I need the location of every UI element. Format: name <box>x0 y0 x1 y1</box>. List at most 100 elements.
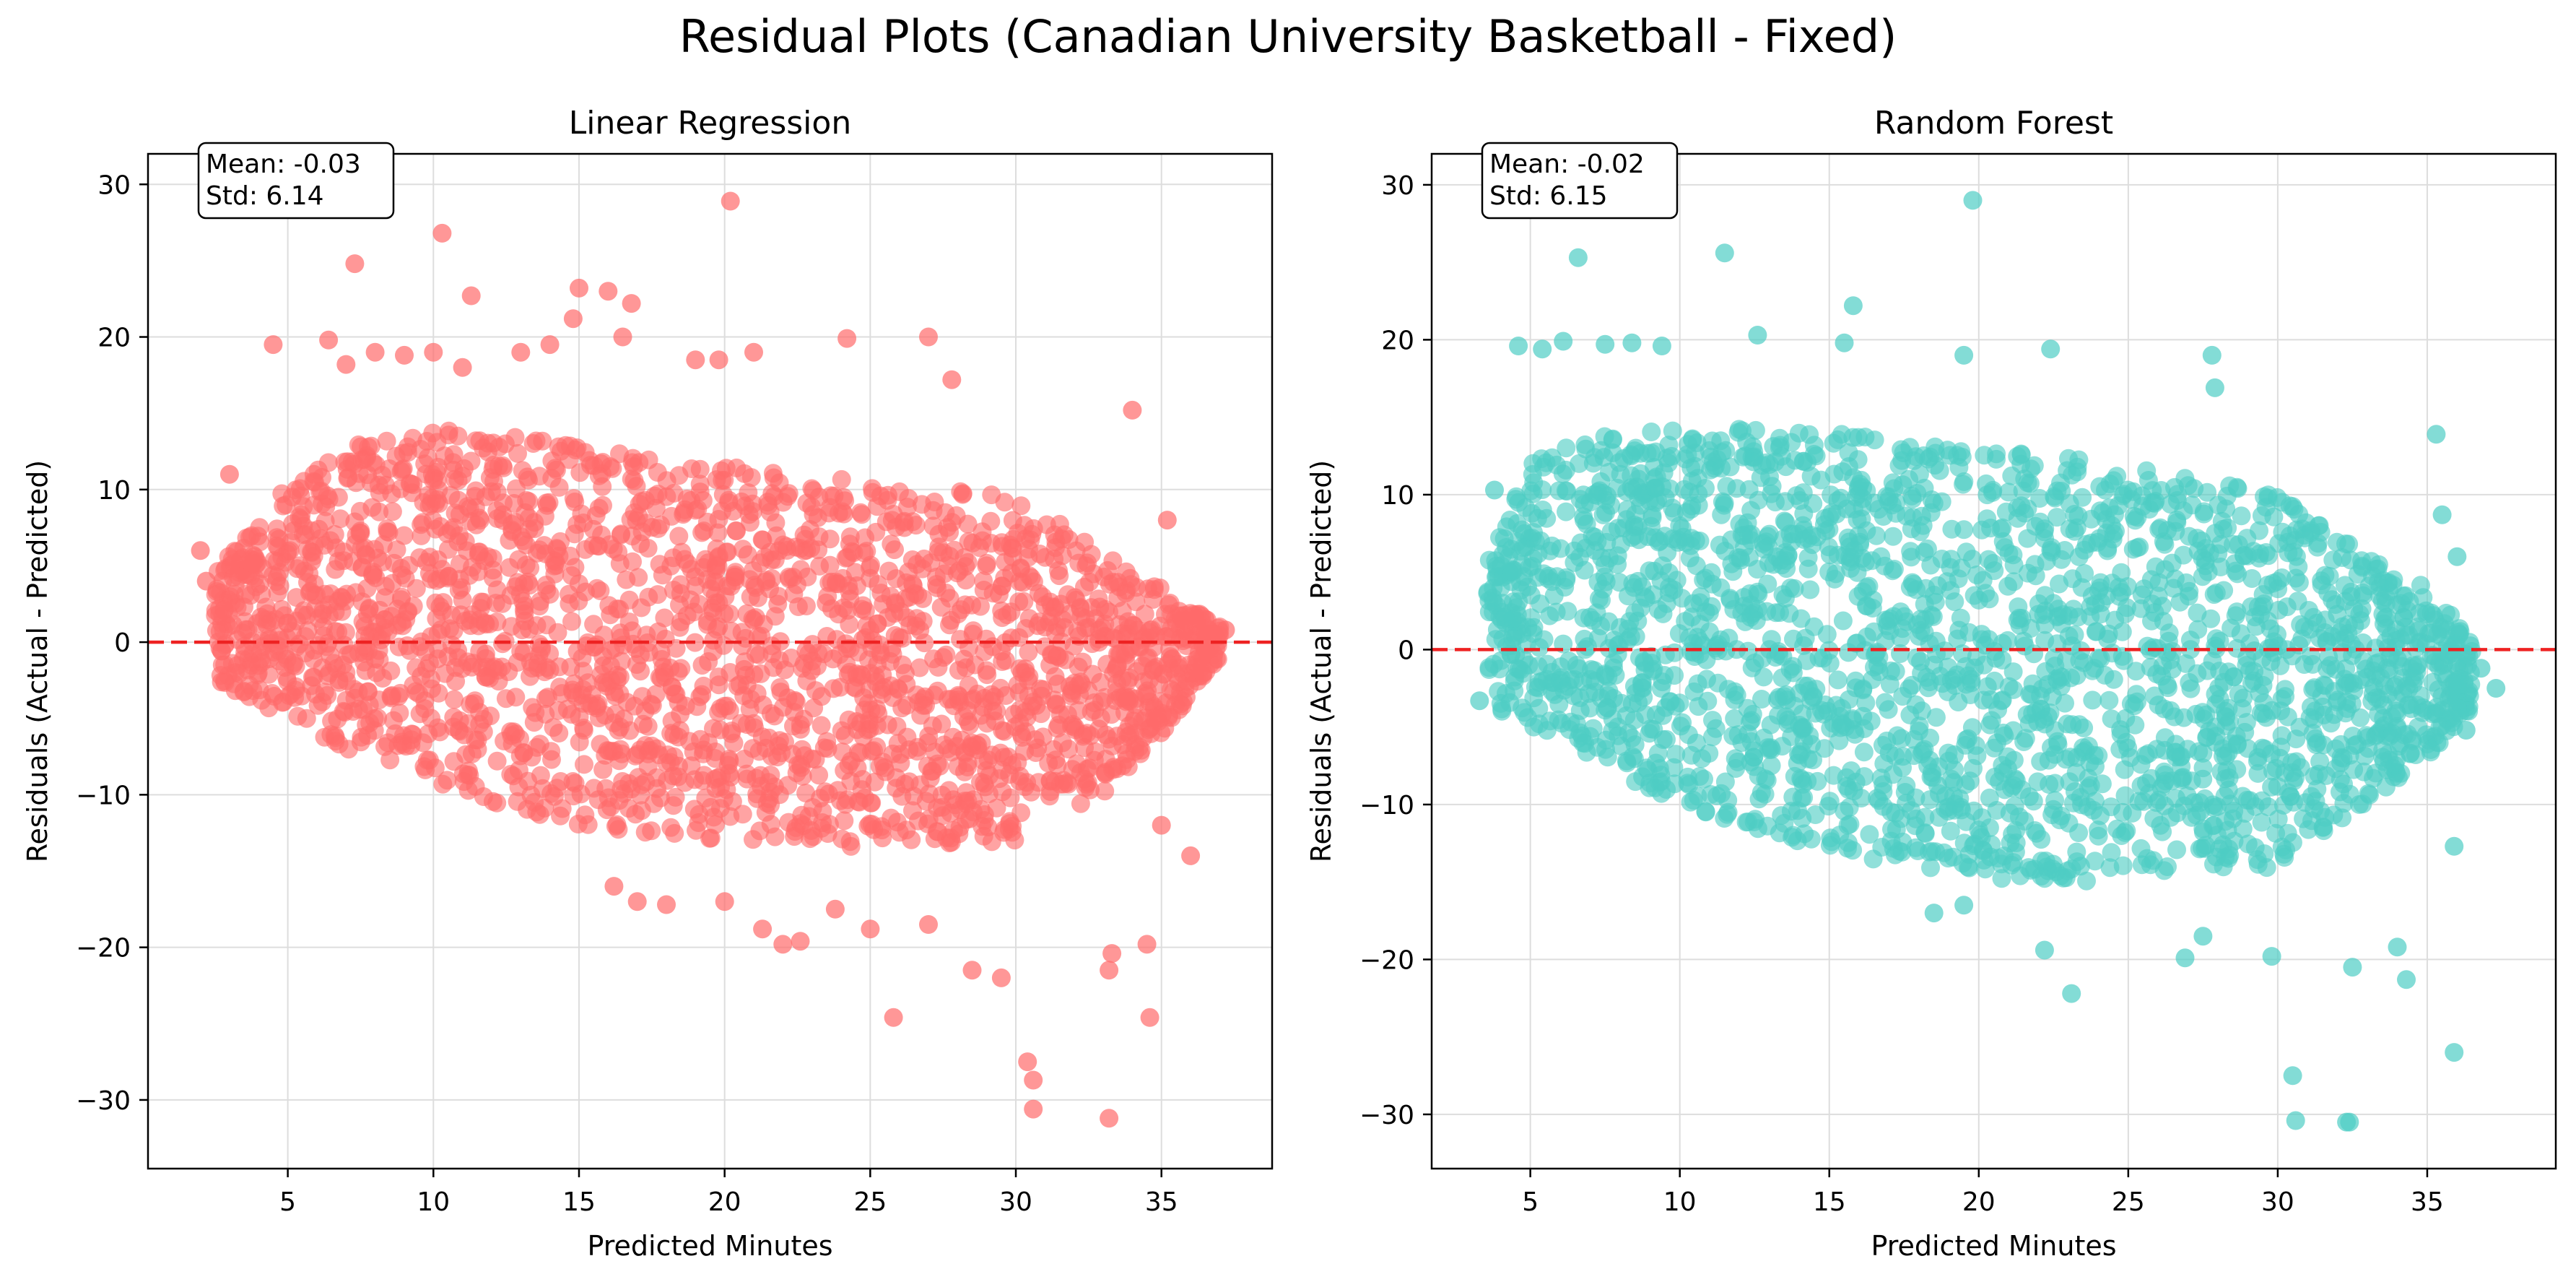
random-forest-scatter-point <box>1848 428 1868 447</box>
random-forest-scatter-point <box>2301 697 2320 716</box>
random-forest-scatter-point <box>2348 565 2367 584</box>
linear-regression-scatter-point <box>977 761 996 780</box>
linear-regression-scatter-point <box>426 593 445 612</box>
linear-regression-outlier-point <box>721 191 740 211</box>
linear-regression-scatter-point <box>775 732 794 752</box>
random-forest-scatter-point <box>1570 490 1590 509</box>
random-forest-scatter-point <box>2031 752 2050 771</box>
random-forest-scatter-point <box>1598 748 1617 767</box>
random-forest-scatter-point <box>1921 767 1941 787</box>
random-forest-scatter-point <box>2172 768 2191 788</box>
linear-regression-scatter-point <box>682 459 701 478</box>
random-forest-scatter-point <box>2062 859 2081 879</box>
random-forest-scatter-point <box>1696 802 1715 822</box>
random-forest-scatter-point <box>1803 688 1823 707</box>
random-forest-scatter-point <box>2376 594 2396 613</box>
linear-regression-scatter-point <box>669 527 689 546</box>
linear-regression-scatter-point <box>701 797 721 817</box>
linear-regression-outlier-point <box>884 1008 903 1027</box>
linear-regression-scatter-point <box>1136 684 1155 703</box>
linear-regression-scatter-point <box>375 588 395 607</box>
linear-regression-stats-mean: Mean: -0.03 <box>206 150 361 179</box>
random-forest-scatter-point <box>1964 836 1983 855</box>
random-forest-outlier-point <box>2388 937 2407 957</box>
linear-regression-scatter-point <box>959 676 978 695</box>
random-forest-scatter-point <box>2177 786 2197 805</box>
random-forest-scatter-point <box>2161 701 2180 720</box>
random-forest-outlier-point <box>2447 547 2467 566</box>
random-forest-scatter-point <box>1783 787 1803 807</box>
random-forest-scatter-point <box>2027 823 2046 843</box>
linear-regression-y-tick-label: 10 <box>97 476 131 506</box>
random-forest-scatter-point <box>1691 632 1710 651</box>
linear-regression-scatter-point <box>981 511 1001 531</box>
linear-regression-scatter-point <box>788 755 807 775</box>
random-forest-scatter-point <box>2099 690 2119 710</box>
linear-regression-scatter-point <box>449 581 469 599</box>
linear-regression-scatter-point <box>840 832 860 852</box>
linear-regression-scatter-point <box>525 792 544 812</box>
linear-regression-scatter-point <box>383 502 402 521</box>
random-forest-scatter-point <box>1565 553 1584 572</box>
random-forest-scatter-point <box>1855 767 1874 787</box>
linear-regression-scatter-point <box>625 696 644 716</box>
linear-regression-scatter-point <box>733 805 752 824</box>
random-forest-outlier-point <box>1715 243 1734 263</box>
linear-regression-title: Linear Regression <box>569 105 851 142</box>
linear-regression-scatter-point <box>1076 778 1095 797</box>
linear-regression-scatter-point <box>709 510 728 529</box>
linear-regression-scatter-point <box>978 665 997 685</box>
random-forest-scatter-point <box>2047 862 2066 882</box>
linear-regression-scatter-point <box>572 685 591 705</box>
random-forest-scatter-point <box>1741 711 1761 730</box>
random-forest-scatter-point <box>2071 788 2090 807</box>
linear-regression-y-tick-label: −30 <box>76 1086 131 1116</box>
linear-regression-scatter-point <box>1044 740 1063 759</box>
random-forest-scatter-point <box>2112 622 2132 641</box>
linear-regression-scatter-point <box>519 520 539 539</box>
linear-regression-scatter-point <box>863 479 882 498</box>
linear-regression-scatter-point <box>700 828 719 848</box>
random-forest-scatter-point <box>2131 599 2151 618</box>
linear-regression-scatter-point <box>818 824 837 843</box>
linear-regression-scatter-point <box>1100 602 1118 622</box>
linear-regression-scatter-point <box>510 746 530 766</box>
random-forest-scatter-point <box>2188 603 2207 623</box>
linear-regression-scatter-point <box>593 760 613 779</box>
random-forest-scatter-point <box>1879 700 1898 719</box>
random-forest-scatter-point <box>1573 672 1593 691</box>
random-forest-scatter-point <box>1651 679 1671 698</box>
random-forest-scatter-point <box>1909 722 1928 741</box>
linear-regression-scatter-point <box>1067 754 1087 774</box>
linear-regression-scatter-point <box>326 560 345 579</box>
linear-regression-scatter-point <box>887 779 906 798</box>
linear-regression-outlier-point <box>226 663 245 683</box>
linear-regression-scatter-point <box>337 671 357 690</box>
linear-regression-outlier-point <box>627 892 647 911</box>
random-forest-scatter-point <box>2144 809 2164 828</box>
linear-regression-scatter-point <box>226 594 245 613</box>
linear-regression-scatter-point <box>351 437 370 456</box>
linear-regression-scatter-point <box>957 658 975 677</box>
random-forest-scatter-point <box>1853 706 1873 726</box>
random-forest-scatter-point <box>2000 803 2019 823</box>
linear-regression-scatter-point <box>505 428 525 447</box>
linear-regression-scatter-point <box>425 758 445 778</box>
random-forest-scatter-point <box>2091 806 2110 826</box>
linear-regression-scatter-point <box>721 576 741 596</box>
random-forest-scatter-point <box>2003 680 2023 699</box>
linear-regression-scatter-point <box>925 493 944 511</box>
random-forest-scatter-point <box>2435 614 2454 633</box>
random-forest-scatter-point <box>1700 744 1719 763</box>
random-forest-scatter-point <box>2068 607 2088 627</box>
random-forest-scatter-point <box>1891 644 1910 663</box>
random-forest-scatter-point <box>2228 479 2248 498</box>
linear-regression-scatter-point <box>663 548 683 568</box>
random-forest-scatter-point <box>2216 747 2235 766</box>
linear-regression-scatter-point <box>439 421 458 441</box>
linear-regression-outlier-point <box>453 358 472 377</box>
linear-regression-scatter-point <box>793 659 812 678</box>
random-forest-scatter-point <box>1884 527 1903 546</box>
random-forest-scatter-point <box>1854 742 1874 762</box>
linear-regression-scatter-point <box>743 561 762 581</box>
